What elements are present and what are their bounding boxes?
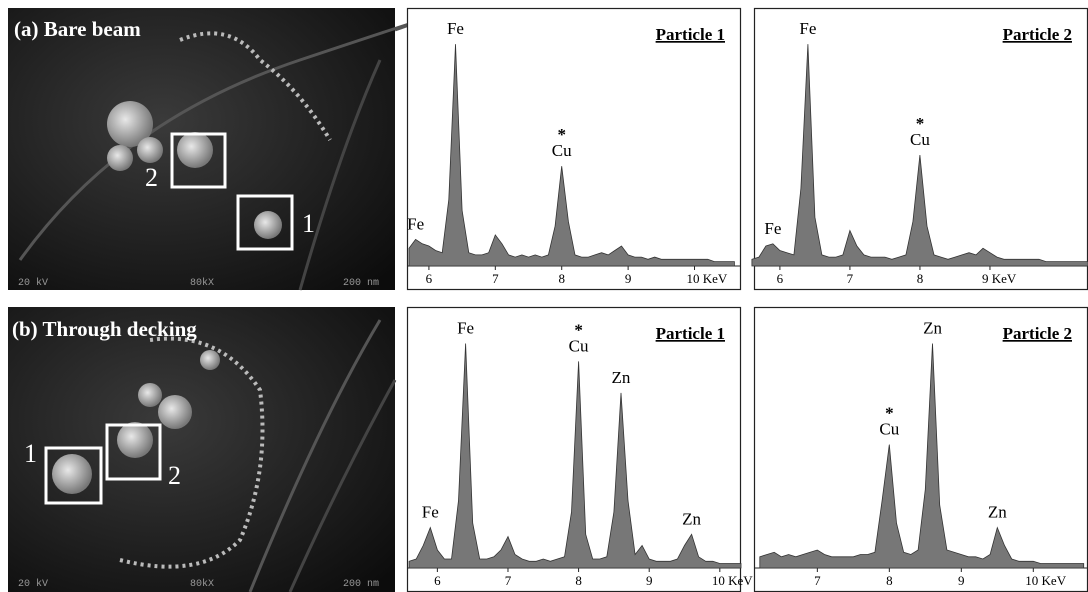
figure: (a) Bare beam 1 2 20 kV 80kX 200 nm (b) … bbox=[0, 0, 1088, 592]
x-tick-label: 6 bbox=[426, 271, 433, 286]
x-tick-label: 6 bbox=[434, 573, 441, 588]
particle-marker: 1 bbox=[302, 209, 315, 238]
peak-label: Fe bbox=[422, 503, 439, 522]
page: (a) Bare beam 1 2 20 kV 80kX 200 nm (b) … bbox=[0, 0, 1088, 592]
x-tick-label: 7 bbox=[847, 271, 854, 286]
panel-title: Particle 2 bbox=[1003, 25, 1072, 44]
footer-text: 80kX bbox=[190, 578, 214, 590]
footer-text: 20 kV bbox=[18, 277, 48, 289]
x-tick-label: 8 bbox=[575, 573, 582, 588]
sem-image-a: (a) Bare beam 1 2 20 kV 80kX 200 nm bbox=[8, 8, 422, 290]
peak-label: Zn bbox=[612, 368, 631, 387]
particle-marker: 2 bbox=[145, 163, 158, 192]
x-tick-label: 6 bbox=[777, 271, 784, 286]
panel-title: Particle 2 bbox=[1003, 324, 1072, 343]
peak-label: Zn bbox=[988, 503, 1007, 522]
x-tick-label: 10 KeV bbox=[687, 271, 728, 286]
x-tick-label: 9 KeV bbox=[982, 271, 1017, 286]
peak-symbol: * bbox=[557, 125, 566, 144]
peak-label: Fe bbox=[799, 19, 816, 38]
x-tick-label: 9 bbox=[958, 573, 965, 588]
x-tick-label: 9 bbox=[625, 271, 632, 286]
footer-text: 200 nm bbox=[343, 579, 379, 590]
peak-label: Zn bbox=[923, 318, 942, 337]
sem-image-b: (b) Through decking 1 2 20 kV 80kX 200 n… bbox=[8, 307, 395, 592]
peak-symbol: * bbox=[885, 404, 894, 423]
peak-label: Fe bbox=[407, 214, 424, 233]
x-tick-label: 8 bbox=[558, 271, 565, 286]
footer-text: 20 kV bbox=[18, 578, 48, 590]
peak-label: Fe bbox=[447, 19, 464, 38]
panel-title: Particle 1 bbox=[656, 25, 725, 44]
x-tick-label: 9 bbox=[646, 573, 653, 588]
x-tick-label: 8 bbox=[917, 271, 924, 286]
x-tick-label: 7 bbox=[814, 573, 821, 588]
image-label: (b) Through decking bbox=[12, 317, 197, 341]
footer-text: 200 nm bbox=[343, 278, 379, 289]
peak-label: Fe bbox=[457, 318, 474, 337]
image-label: (a) Bare beam bbox=[14, 17, 141, 41]
peak-symbol: * bbox=[916, 114, 925, 133]
panel-title: Particle 1 bbox=[656, 324, 725, 343]
particle-marker: 2 bbox=[168, 461, 181, 490]
peak-label: Fe bbox=[764, 219, 781, 238]
x-tick-label: 10 KeV bbox=[1025, 573, 1066, 588]
x-tick-label: 7 bbox=[505, 573, 512, 588]
footer-text: 80kX bbox=[190, 277, 214, 289]
peak-label: Zn bbox=[682, 509, 701, 528]
peak-symbol: * bbox=[574, 320, 583, 339]
x-tick-label: 7 bbox=[492, 271, 499, 286]
x-tick-label: 10 KeV bbox=[712, 573, 753, 588]
particle-marker: 1 bbox=[24, 439, 37, 468]
x-tick-label: 8 bbox=[886, 573, 893, 588]
